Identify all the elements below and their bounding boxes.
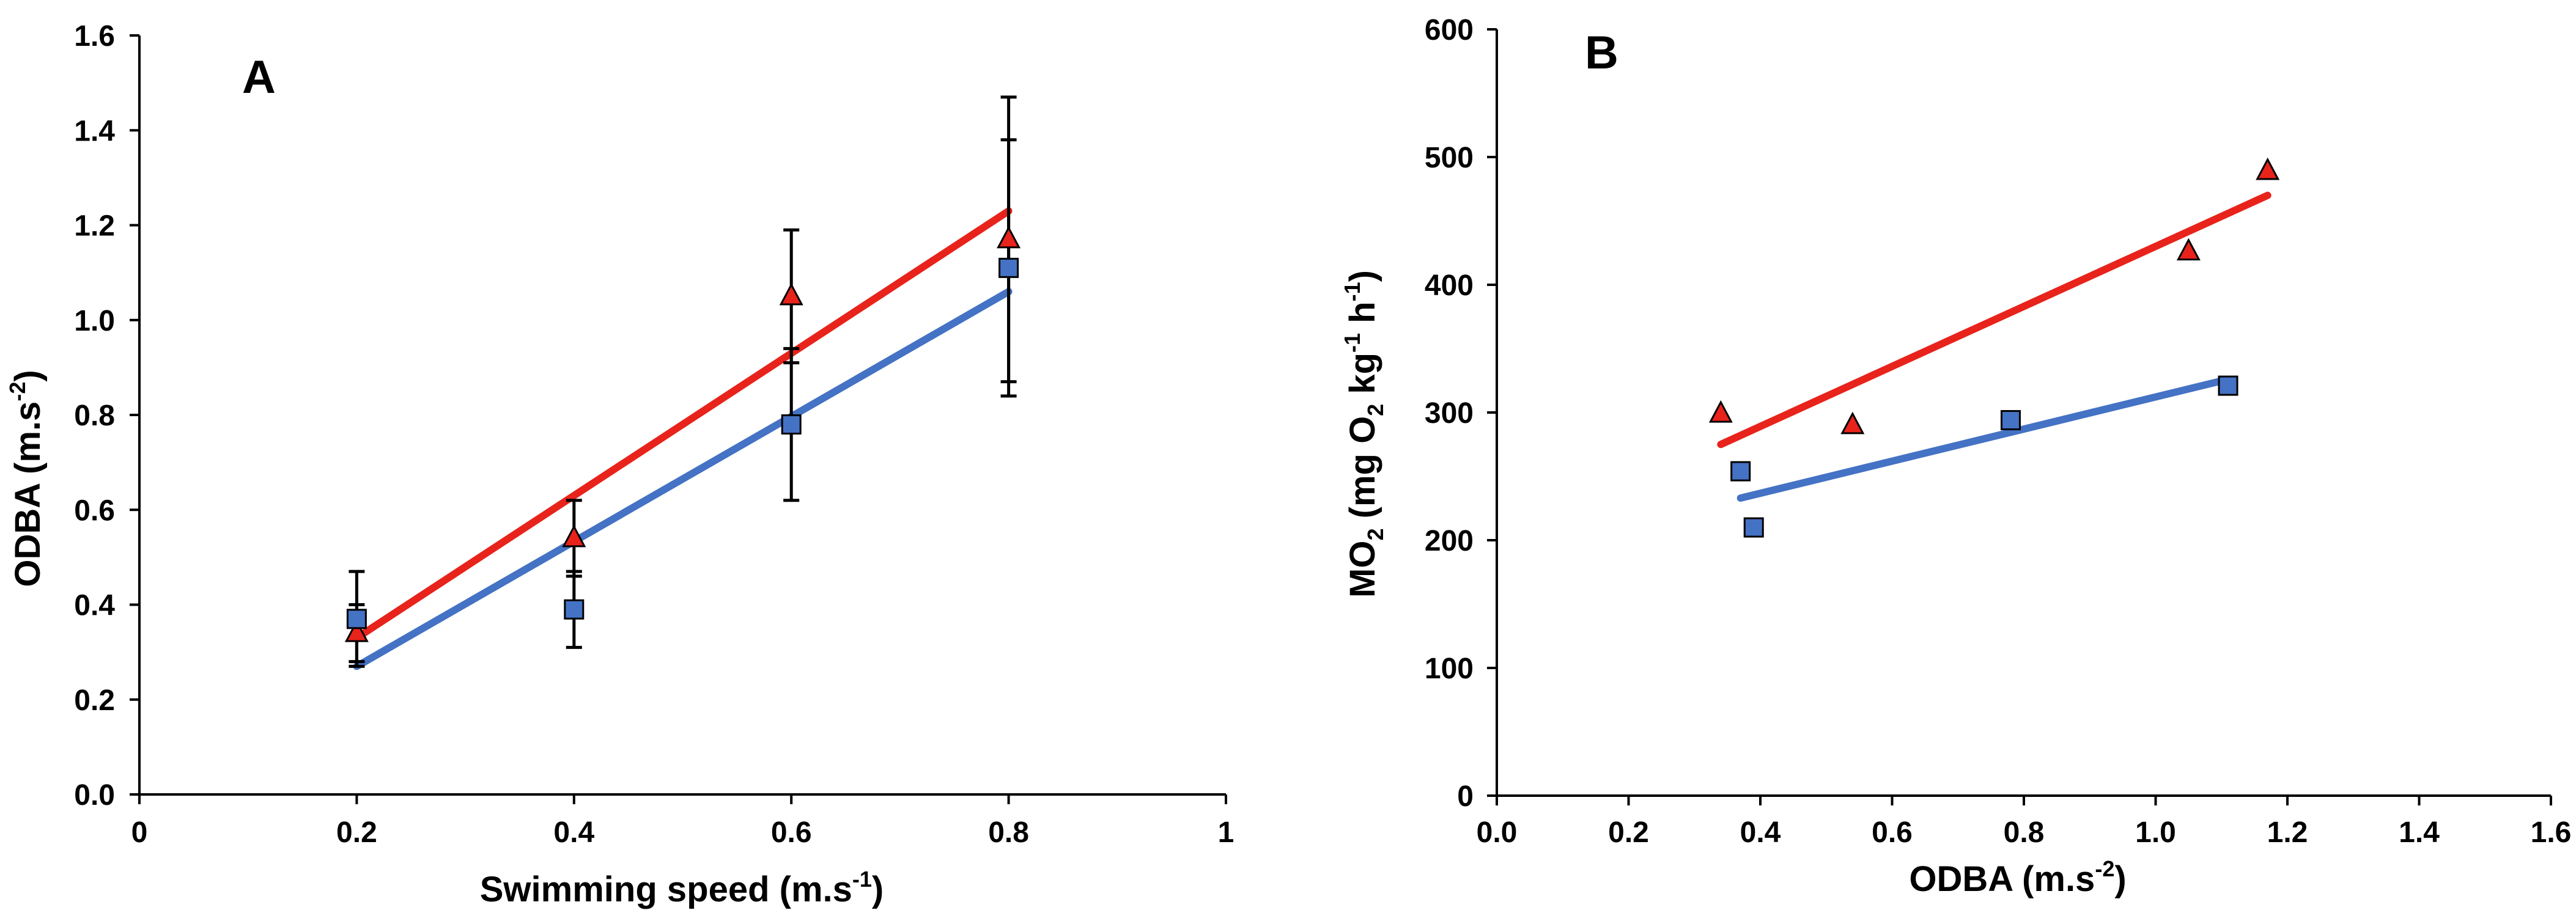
panel-b-x-axis-title: ODBA (m.s-2)	[1909, 856, 2126, 899]
panel-a-square-trendline	[353, 288, 1013, 670]
panel-b-y-tick-label: 500	[1425, 142, 1474, 174]
panel-a-x-tick-label: 0.4	[553, 816, 594, 849]
panel-b-square-point	[2218, 375, 2238, 396]
panel-b-x-tick-label: 0.4	[1740, 816, 1781, 849]
panel-b-y-tick-label: 100	[1425, 653, 1474, 685]
panel-a-square-point	[781, 414, 802, 435]
panel-b-x-ticks: 0.0 0.2 0.4 0.6 0.8 1.0 1.2 1.4 1.6	[1477, 796, 2572, 849]
panel-b-y-title-part-1: (mg O	[1343, 416, 1382, 529]
panel-a-x-tick-label: 0.6	[771, 816, 812, 849]
panel-a-triangle-point	[344, 619, 369, 642]
panel-b-points	[1708, 157, 2280, 538]
panel-b: B 0.0 0.2 0.4 0.6 0.8 1.0 1.2 1.4 1.6 0 100 200 300…	[1340, 14, 2571, 899]
panel-b-x-title-main: ODBA (m.s	[1909, 859, 2095, 899]
panel-a-y-title-main: ODBA (m.s	[8, 402, 48, 587]
panel-b-triangle-point	[2176, 238, 2201, 261]
panel-b-y-title-part-0: MO	[1343, 541, 1382, 598]
panel-a-points	[344, 226, 1021, 642]
panel-b-square-point	[1743, 517, 1764, 538]
panel-a-triangle-point	[779, 282, 803, 306]
panel-a-square-point	[998, 257, 1019, 278]
panel-b-y-axis-title: MO2 (mg O2 kg-1 h-1)	[1340, 270, 1388, 598]
panel-a-x-ticks: 0 0.2 0.4 0.6 0.8 1	[131, 794, 1234, 849]
panel-b-y-tick-label: 300	[1425, 397, 1474, 430]
panel-a-x-title-main: Swimming speed (m.s	[480, 870, 852, 909]
panel-b-y-title-part-3: h	[1343, 301, 1382, 333]
panel-b-x-tick-label: 1.0	[2135, 816, 2176, 849]
panel-b-square-trendline	[1736, 375, 2232, 502]
panel-a-x-tick-label: 0.8	[988, 816, 1029, 849]
panel-b-x-tick-label: 0.0	[1477, 816, 1518, 849]
panel-a-x-tick-label: 0	[131, 816, 148, 849]
panel-b-triangle-point	[1840, 411, 1865, 435]
panel-a-y-tick-label: 1.2	[74, 210, 115, 243]
panel-b-y-title-part-4: )	[1343, 270, 1382, 282]
panel-a-y-tick-label: 1.4	[74, 115, 115, 147]
panel-b-triangle-point	[1708, 400, 1733, 423]
panel-a-x-title-sup: -1	[852, 867, 872, 892]
panel-b-y-title-sup-0: -1	[1340, 333, 1365, 353]
panel-b-triangle-trendline	[1717, 191, 2272, 449]
panel-a-x-tick-label: 1	[1218, 816, 1234, 849]
panel-b-x-tick-label: 1.2	[2267, 816, 2308, 849]
panel-b-y-ticks: 0 100 200 300 400 500 600	[1425, 14, 1497, 813]
panel-b-x-tick-label: 1.4	[2399, 816, 2440, 849]
panel-b-y-title-sub-1: 2	[1363, 404, 1388, 416]
panel-a-y-tick-label: 0.0	[74, 779, 115, 812]
panel-a-triangle-point	[997, 226, 1021, 249]
panel-a-y-tick-label: 0.2	[74, 684, 115, 717]
panel-b-square-point	[2000, 410, 2021, 431]
panel-b-y-tick-label: 0	[1457, 780, 1474, 813]
panel-a-label: A	[242, 51, 276, 103]
panel-b-x-tick-label: 0.6	[1872, 816, 1913, 849]
panel-b-triangle-point	[2256, 157, 2280, 180]
panel-a-error-bars	[349, 95, 1017, 668]
panel-b-y-title-sub-0: 2	[1363, 528, 1388, 540]
panel-a-triangle-point	[562, 524, 586, 548]
panel-a-y-ticks: 0.0 0.2 0.4 0.6 0.8 1.0 1.2 1.4 1.6	[74, 20, 139, 812]
panel-a-y-title-sup: -2	[5, 382, 30, 402]
panel-b-y-tick-label: 400	[1425, 270, 1474, 302]
panel-b-y-title-sup-1: -1	[1340, 282, 1365, 301]
panel-b-label: B	[1585, 27, 1618, 79]
panel-a-y-axis-title: ODBA (m.s-2)	[5, 370, 48, 587]
panel-b-trendlines	[1717, 191, 2272, 502]
panel-a-x-tick-label: 0.2	[336, 816, 377, 849]
panel-a-y-tick-label: 0.8	[74, 400, 115, 432]
panel-a-y-tick-label: 0.6	[74, 494, 115, 527]
panel-b-x-tick-label: 1.6	[2531, 816, 2572, 849]
panel-a-x-title-tail: )	[872, 870, 884, 909]
panel-b-square-point	[1730, 461, 1751, 482]
panel-a-y-tick-label: 1.0	[74, 305, 115, 337]
panel-b-x-title-sup: -2	[2095, 856, 2114, 881]
panel-a-square-point	[564, 599, 585, 620]
panel-a-y-title-tail: )	[8, 370, 48, 381]
panel-b-y-tick-label: 600	[1425, 14, 1474, 46]
panel-a: A 0 0.2 0.4 0.6 0.8 1 0.0 0.2 0.4 0.6 0.8 1.0 1.2 1.…	[5, 20, 1234, 909]
panel-b-y-tick-label: 200	[1425, 525, 1474, 557]
panel-a-triangle-trendline	[353, 207, 1013, 642]
panel-a-x-axis-title: Swimming speed (m.s-1)	[480, 867, 884, 909]
panel-a-square-point	[346, 609, 367, 629]
panel-b-x-title-tail: )	[2114, 859, 2126, 899]
panel-a-y-tick-label: 1.6	[74, 20, 115, 53]
panel-b-y-title-part-2: kg	[1343, 353, 1382, 404]
panel-a-trendlines	[353, 207, 1013, 670]
panel-b-x-tick-label: 0.2	[1608, 816, 1649, 849]
panel-a-y-tick-label: 0.4	[74, 590, 115, 622]
panel-b-x-tick-label: 0.8	[2004, 816, 2045, 849]
